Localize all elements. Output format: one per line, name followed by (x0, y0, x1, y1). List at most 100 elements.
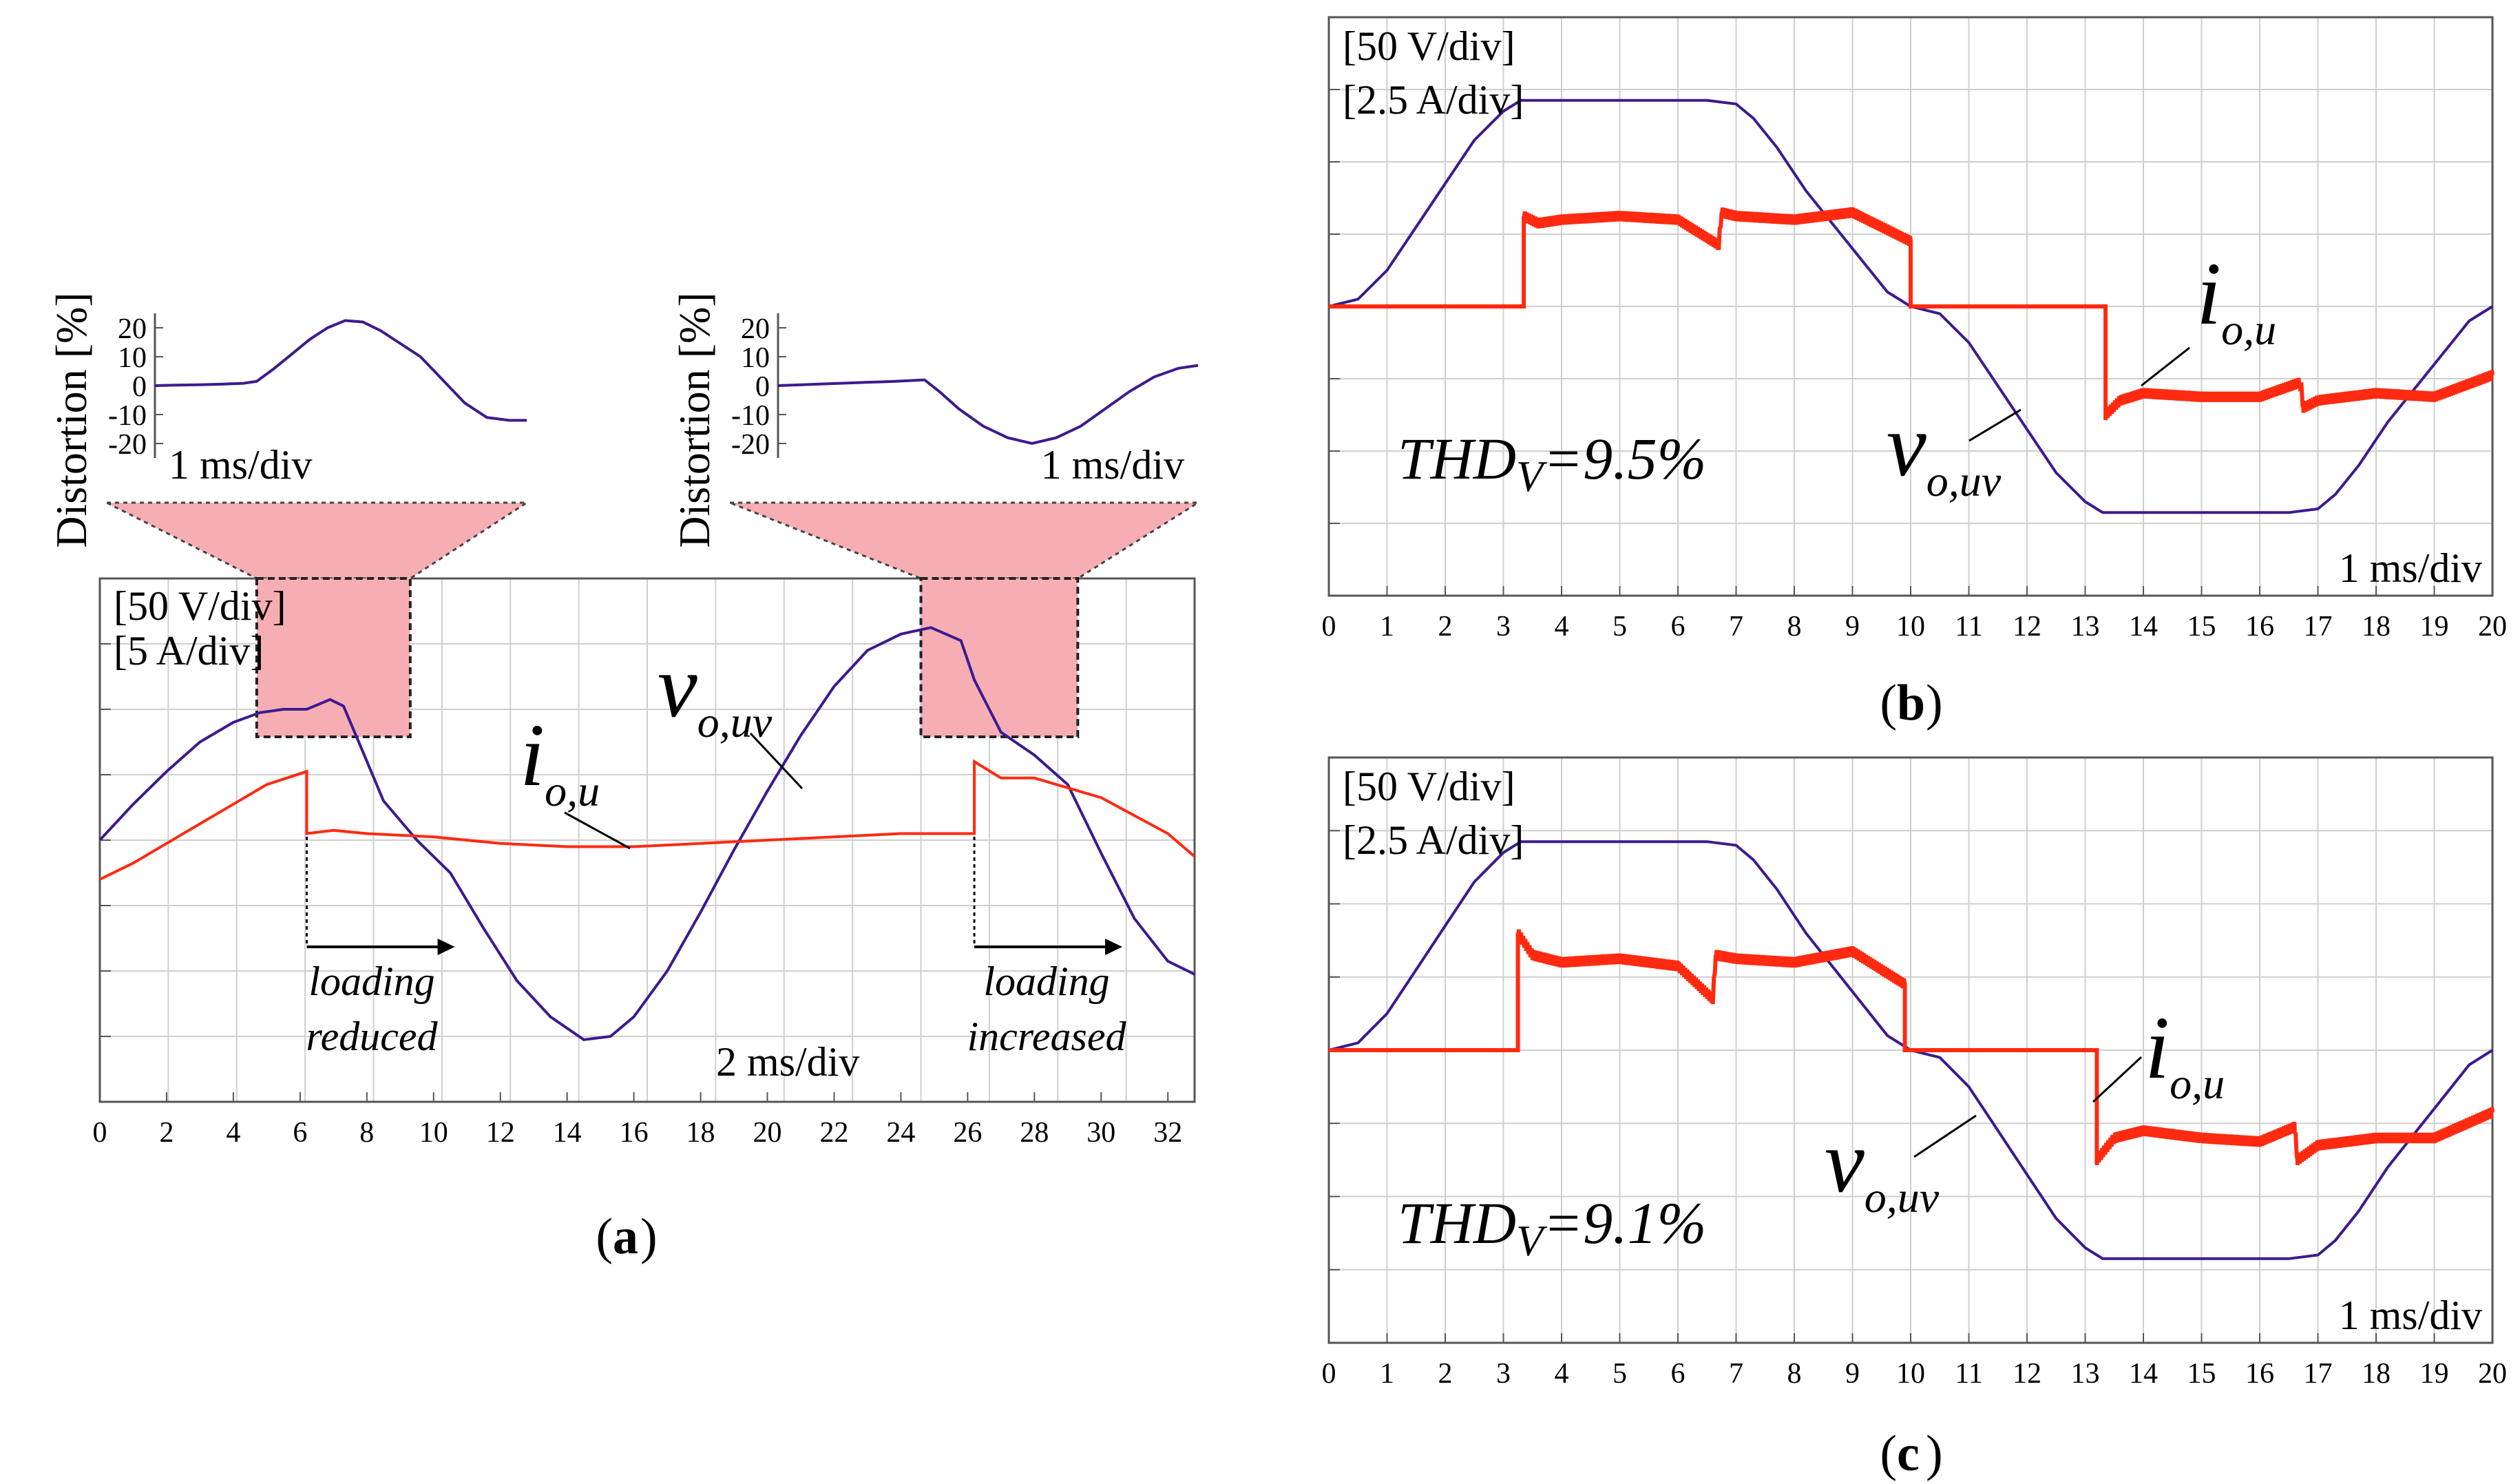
arrow-head (437, 939, 455, 955)
zoom-region (919, 577, 1080, 738)
thd-prefix: THD (1398, 426, 1516, 492)
leader-current (2141, 346, 2190, 387)
inset-series (154, 319, 527, 422)
panel-label-close: ) (1926, 1425, 1943, 1482)
inset-y-tick-label: 0 (132, 371, 147, 403)
scale-label-current: [5 A/div] (114, 628, 264, 673)
x-tick-label: 19 (2420, 611, 2449, 642)
x-tick-label: 30 (1086, 1117, 1115, 1149)
panel-label-open: ( (1880, 1425, 1897, 1482)
x-tick-label: 4 (1555, 1358, 1569, 1390)
x-tick-label: 17 (2304, 611, 2333, 642)
x-tick-label: 28 (1020, 1117, 1049, 1149)
x-tick-label: 7 (1729, 1358, 1743, 1390)
thd-value: =9.5% (1543, 426, 1706, 492)
x-tick-label: 32 (1153, 1117, 1182, 1149)
chart-a: 0 2 4 6 8 10 12 14 16 18 20 22 24 26 28 30 32[50 V/div][… (47, 292, 1202, 1265)
annotation-left-line2: reduced (306, 1014, 438, 1059)
inset-y-tick-label: -20 (108, 429, 147, 461)
label-current: io,u (520, 706, 600, 815)
time-div-label: 1 ms/div (2339, 1293, 2482, 1338)
x-tick-label: 3 (1496, 1358, 1511, 1390)
x-tick-label: 5 (1613, 1358, 1627, 1390)
inset-y-tick-label: -20 (731, 429, 770, 461)
inset-y-tick-label: 10 (741, 342, 770, 374)
x-tick-label: 19 (2420, 1358, 2449, 1390)
label-current-symbol: i (2145, 999, 2170, 1098)
x-tick-label: 14 (553, 1117, 582, 1149)
x-tick-label: 4 (226, 1117, 240, 1149)
inset-y-label: Distortion [%] (670, 292, 719, 548)
x-tick-label: 13 (2071, 1358, 2100, 1390)
x-tick-label: 24 (886, 1117, 915, 1149)
x-tick-label: 20 (753, 1117, 782, 1149)
x-tick-label: 0 (1322, 611, 1336, 642)
scale-label-current: [2.5 A/div] (1343, 77, 1524, 123)
label-voltage-subscript: o,uv (1926, 457, 2002, 505)
x-tick-label: 2 (1438, 611, 1453, 642)
label-voltage-symbol: v (658, 637, 697, 736)
panel-label-open: ( (1880, 675, 1897, 731)
time-div-label: 1 ms/div (2339, 545, 2482, 591)
inset-y-tick-label: 10 (118, 342, 147, 374)
scale-label-current: [2.5 A/div] (1343, 817, 1524, 863)
label-voltage-subscript: o,uv (697, 698, 773, 746)
label-voltage-symbol: v (1887, 396, 1926, 495)
scale-label-voltage: [50 V/div] (1343, 764, 1515, 809)
time-div-label: 2 ms/div (716, 1039, 859, 1085)
x-tick-label: 0 (93, 1117, 107, 1149)
x-tick-label: 16 (2245, 611, 2274, 642)
thd-subscript: V (1516, 452, 1548, 501)
x-tick-label: 15 (2187, 611, 2216, 642)
x-tick-label: 14 (2129, 1358, 2158, 1390)
x-tick-label: 10 (1896, 1358, 1925, 1390)
panel-label: c (1897, 1425, 1920, 1482)
series-current (1329, 207, 2495, 421)
chart-c: 0 1 2 3 4 5 6 7 8 9 10 11 12 13 14 15 16 17 18 19 20[50 V/di… (1322, 756, 2507, 1482)
x-tick-label: 12 (2013, 1358, 2041, 1390)
x-tick-label: 12 (486, 1117, 515, 1149)
x-tick-label: 6 (293, 1117, 307, 1149)
leader-current (2092, 1056, 2143, 1103)
inset-time-div: 1 ms/div (1041, 442, 1184, 488)
thd-prefix: THD (1398, 1190, 1516, 1256)
arrow-head (1105, 939, 1123, 955)
x-tick-label: 7 (1729, 611, 1743, 642)
x-tick-label: 5 (1613, 611, 1627, 642)
panel-label: b (1897, 675, 1925, 731)
annotation-right-line1: loading (983, 959, 1109, 1004)
label-voltage: vo,uv (658, 637, 773, 746)
x-tick-label: 1 (1380, 1358, 1394, 1390)
x-tick-label: 8 (1787, 611, 1802, 642)
panel-label: a (613, 1209, 638, 1265)
leader-current (564, 811, 631, 850)
x-tick-label: 3 (1496, 611, 1511, 642)
x-tick-label: 15 (2187, 1358, 2216, 1390)
x-tick-label: 4 (1555, 611, 1569, 642)
inset-y-tick-label: -10 (731, 400, 770, 432)
x-tick-label: 2 (1438, 1358, 1453, 1390)
scale-label-voltage: [50 V/div] (1343, 23, 1515, 69)
inset-series (777, 364, 1199, 446)
panel-label-open: ( (596, 1209, 613, 1265)
scale-label-voltage: [50 V/div] (114, 583, 286, 629)
x-tick-label: 2 (159, 1117, 174, 1149)
label-voltage: vo,uv (1887, 396, 2002, 505)
zoom-funnel (729, 501, 1202, 580)
x-tick-label: 11 (1955, 1358, 1982, 1390)
series-voltage (98, 626, 1195, 1041)
inset-time-div: 1 ms/div (169, 442, 312, 488)
leader-voltage (749, 732, 804, 790)
thd-subscript: V (1516, 1216, 1548, 1265)
x-tick-label: 22 (819, 1117, 848, 1149)
series-current (1329, 929, 2495, 1166)
label-voltage-symbol: v (1825, 1112, 1865, 1211)
annotation-left-line1: loading (308, 959, 434, 1004)
label-current-subscript: o,u (2221, 305, 2276, 354)
label-voltage: vo,uv (1825, 1112, 1940, 1222)
x-tick-label: 18 (686, 1117, 715, 1149)
label-current: io,u (2196, 244, 2276, 354)
label-current-symbol: i (2196, 244, 2221, 344)
